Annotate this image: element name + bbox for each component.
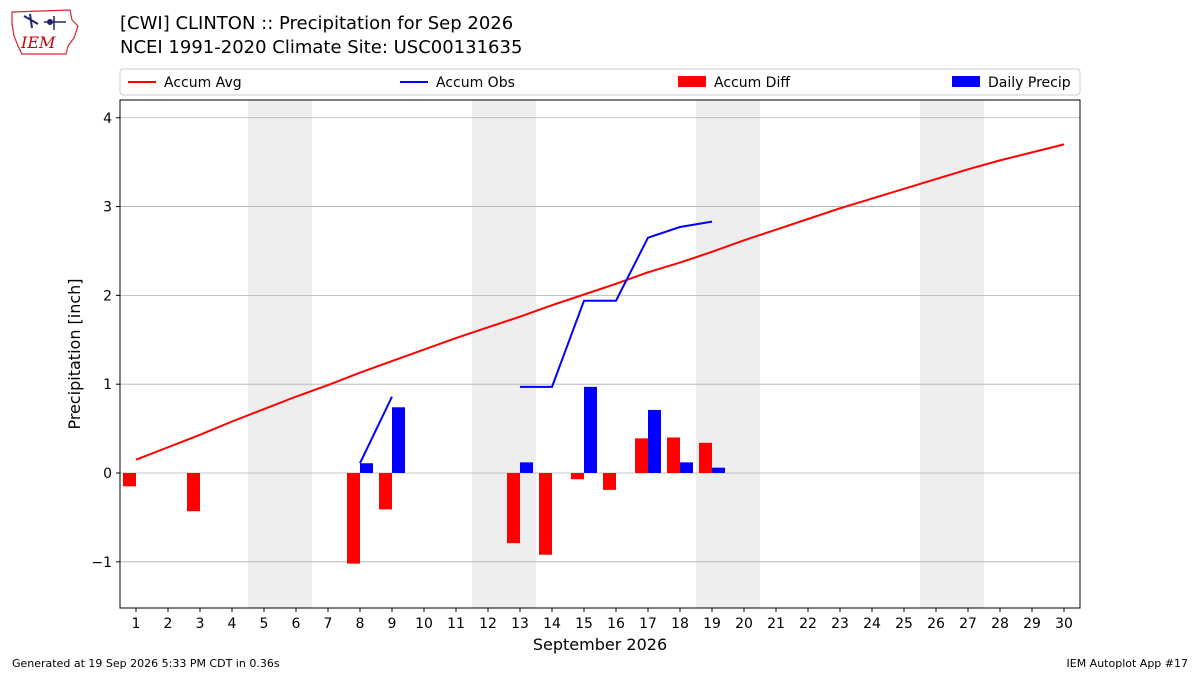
daily-precip-bar (712, 467, 725, 474)
x-tick-label: 30 (1055, 616, 1073, 632)
weekend-shade (920, 100, 984, 608)
x-tick-label: 5 (260, 616, 269, 632)
x-tick-label: 2 (164, 616, 173, 632)
x-tick-label: 18 (671, 616, 689, 632)
accum-diff-bar (507, 473, 520, 544)
x-tick-label: 14 (543, 616, 561, 632)
daily-precip-bar (648, 409, 661, 474)
accum-obs-line (359, 396, 393, 464)
x-tick-label: 8 (356, 616, 365, 632)
accum-diff-bar (635, 438, 648, 474)
legend-item: Daily Precip (952, 75, 1071, 91)
x-tick-label: 7 (324, 616, 333, 632)
x-tick-label: 19 (703, 616, 721, 632)
legend-label: Daily Precip (988, 75, 1071, 91)
plot-frame (119, 99, 1081, 609)
x-tick-label: 21 (767, 616, 785, 632)
y-tick-label: 4 (103, 111, 112, 127)
x-tick-label: 3 (196, 616, 205, 632)
y-tick-label: 0 (103, 466, 112, 482)
y-tick-label: −1 (91, 555, 112, 571)
weekend-shade (248, 100, 312, 608)
y-axis-label: Precipitation [inch] (65, 278, 84, 429)
legend-item: Accum Avg (128, 75, 242, 91)
accum-diff-bar (603, 473, 616, 490)
daily-precip-bar (584, 386, 597, 474)
generated-footer: Generated at 19 Sep 2026 5:33 PM CDT in … (12, 657, 280, 670)
legend-item: Accum Diff (678, 75, 790, 91)
legend-box (119, 68, 1081, 96)
accum-diff-bar (571, 473, 584, 480)
logo-text: IEM (20, 33, 56, 52)
chart-subtitle: NCEI 1991-2020 Climate Site: USC00131635 (120, 37, 523, 58)
iem-logo: IEM (11, 9, 79, 55)
daily-precip-bar (392, 407, 405, 474)
x-tick-label: 25 (895, 616, 913, 632)
accum-diff-bar (187, 473, 200, 512)
chart-title: [CWI] CLINTON :: Precipitation for Sep 2… (120, 13, 514, 34)
daily-precip-bar (680, 462, 693, 474)
accum-diff-bar (379, 473, 392, 510)
daily-precip-bar (520, 462, 533, 474)
x-axis-label: September 2026 (533, 635, 667, 654)
x-tick-label: 13 (511, 616, 529, 632)
x-tick-label: 11 (447, 616, 465, 632)
x-tick-label: 12 (479, 616, 497, 632)
legend-item: Accum Obs (400, 75, 515, 91)
x-tick-label: 10 (415, 616, 433, 632)
x-tick-label: 16 (607, 616, 625, 632)
accum-diff-bar (699, 442, 712, 474)
legend-label: Accum Obs (436, 75, 515, 91)
x-tick-label: 20 (735, 616, 753, 632)
accum-diff-bar (539, 473, 552, 555)
accum-diff-bar (347, 473, 360, 564)
x-tick-label: 22 (799, 616, 817, 632)
y-tick-label: 3 (103, 200, 112, 216)
x-tick-label: 1 (132, 616, 141, 632)
x-tick-label: 28 (991, 616, 1009, 632)
daily-precip-bar (360, 463, 373, 474)
accum-obs-line (520, 220, 713, 388)
accum-avg-line (135, 143, 1065, 461)
legend-swatch (678, 76, 706, 87)
accum-diff-bar (123, 473, 136, 487)
x-tick-label: 17 (639, 616, 657, 632)
accum-diff-bar (667, 437, 680, 474)
x-tick-label: 23 (831, 616, 849, 632)
x-tick-label: 6 (292, 616, 301, 632)
x-tick-label: 27 (959, 616, 977, 632)
y-tick-label: 1 (103, 377, 112, 393)
x-tick-label: 15 (575, 616, 593, 632)
weekend-shade (696, 100, 760, 608)
legend-label: Accum Avg (164, 75, 242, 91)
x-tick-label: 4 (228, 616, 237, 632)
app-footer: IEM Autoplot App #17 (1066, 657, 1189, 670)
weekend-shade (472, 100, 536, 608)
x-tick-label: 24 (863, 616, 881, 632)
legend-swatch (952, 76, 980, 87)
y-tick-label: 2 (103, 288, 112, 304)
legend-label: Accum Diff (714, 75, 790, 91)
x-tick-label: 9 (388, 616, 397, 632)
x-tick-label: 26 (927, 616, 945, 632)
x-tick-label: 29 (1023, 616, 1041, 632)
